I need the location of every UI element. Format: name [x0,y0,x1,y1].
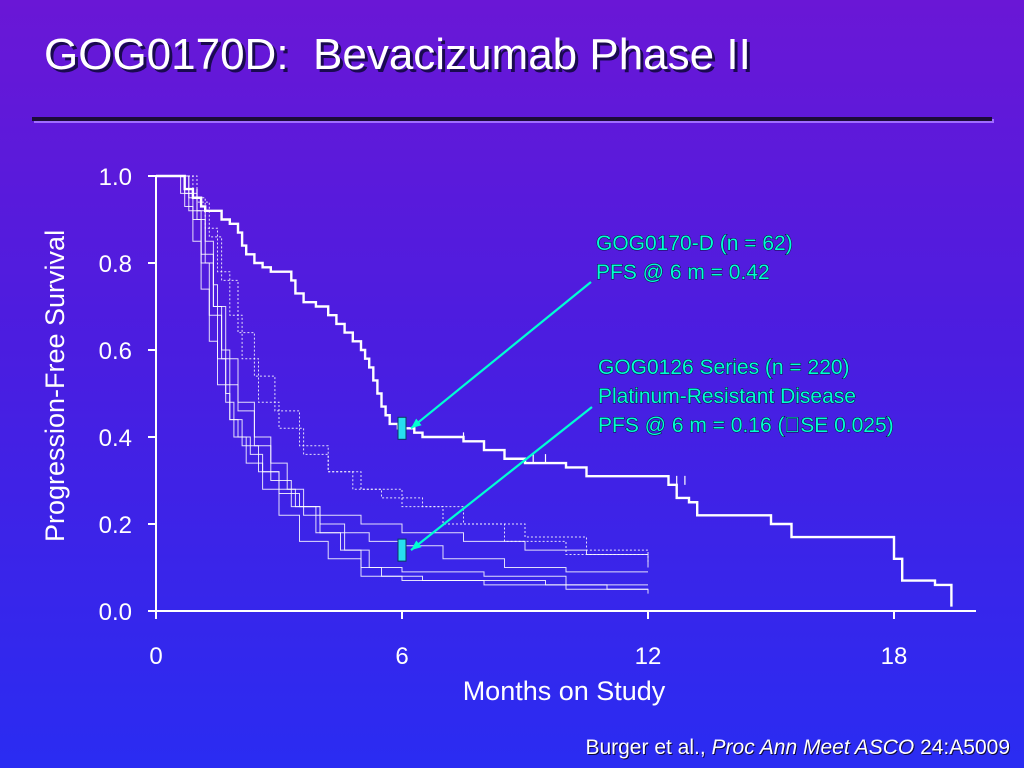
gog0126-curve-7 [156,175,649,594]
y-tick-label: 0.8 [99,251,132,278]
annotations: GOG0170-D (n = 62) PFS @ 6 m = 0.42 GOG012… [410,232,894,551]
pfs-6m-marker [397,416,407,440]
annotation-line: PFS @ 6 m = 0.16 (SE 0.025) [598,414,894,437]
arrow-head [411,418,422,429]
x-tick-label: 0 [149,643,162,670]
censor-marks [196,188,686,485]
pfs-markers [397,416,407,562]
gog0126-curve-6 [156,175,649,568]
pfs-6m-marker [397,538,407,562]
slide-title: GOG0170D: Bevacizumab Phase II [44,30,751,79]
x-tick-label: 18 [881,643,908,670]
y-tick-label: 0.2 [99,512,132,539]
annotation-arrow [410,406,593,551]
citation: Burger et al., Proc Ann Meet ASCO 24:A50… [585,736,1010,760]
axis-ticks: 0.0 0.2 0.4 0.6 0.8 1.0 0 6 12 18 [99,164,908,670]
annotation-line: Platinum-Resistant Disease [598,385,856,408]
survival-curves [156,174,953,607]
gog0126-curve-1 [156,175,648,573]
y-tick-label: 0.6 [99,338,132,365]
citation-ref: 24:A5009 [920,736,1010,759]
annotation-line: GOG0170-D (n = 62) [596,232,793,255]
y-tick-label: 1.0 [99,164,132,191]
annotation-line: PFS @ 6 m = 0.42 [596,261,770,284]
x-tick-label: 6 [395,643,408,670]
arrow-head [411,540,422,551]
x-axis-label: Months on Study [463,676,666,706]
title-divider [32,117,992,121]
annotation-arrow [410,281,592,430]
annotation-line: GOG0126 Series (n = 220) [598,356,850,379]
chart-axes [155,176,976,612]
citation-authors: Burger et al., [585,736,706,759]
x-tick-label: 12 [635,643,662,670]
citation-journal: Proc Ann Meet ASCO [711,736,915,759]
gog0126-curve-5 [156,175,649,564]
y-tick-label: 0.0 [99,599,132,626]
y-axis-label: Progression-Free Survival [40,230,70,542]
gog0170d-curve [156,174,953,607]
y-tick-label: 0.4 [99,425,132,452]
